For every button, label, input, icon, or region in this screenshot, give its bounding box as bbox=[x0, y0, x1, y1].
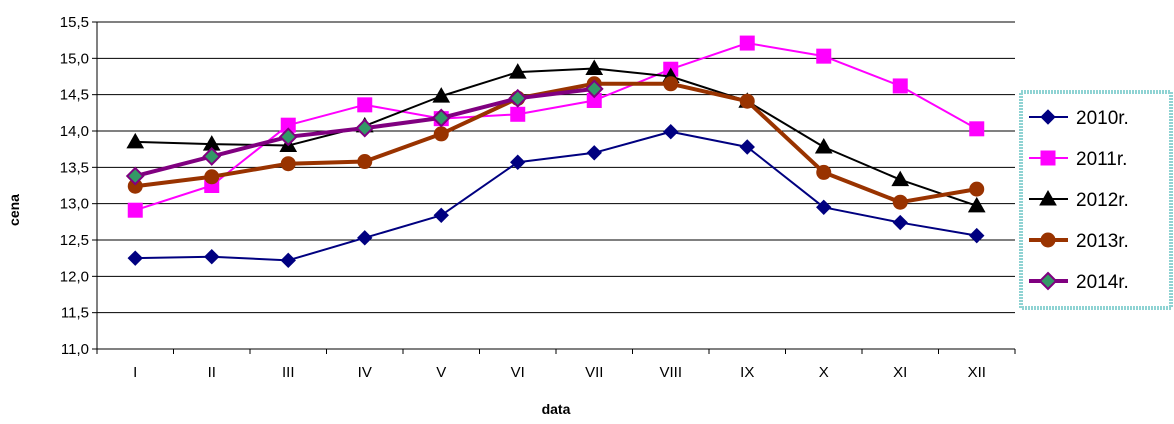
legend-marker bbox=[1038, 271, 1058, 291]
x-tick-label: VI bbox=[511, 364, 525, 381]
series-line bbox=[135, 67, 978, 207]
series-2011r. bbox=[127, 35, 985, 218]
legend-marker bbox=[1040, 109, 1056, 125]
data-point bbox=[431, 108, 451, 128]
data-point bbox=[739, 35, 755, 51]
legend-marker bbox=[1039, 189, 1057, 206]
data-point bbox=[280, 252, 296, 269]
data-point bbox=[204, 249, 220, 265]
series-line bbox=[135, 130, 977, 262]
data-point bbox=[126, 132, 145, 149]
data-point bbox=[891, 170, 910, 187]
series-2014r. bbox=[125, 79, 604, 186]
x-tick-label: I bbox=[133, 364, 137, 381]
x-axis-title: data bbox=[542, 401, 571, 417]
data-point bbox=[969, 227, 985, 244]
y-tick-label: 14,5 bbox=[60, 87, 89, 104]
y-tick-label: 12,5 bbox=[60, 232, 89, 249]
data-point bbox=[432, 87, 451, 103]
data-point bbox=[585, 59, 604, 76]
data-point bbox=[510, 154, 526, 170]
data-point bbox=[202, 147, 222, 166]
data-point bbox=[125, 166, 145, 186]
legend-label: 2011r. bbox=[1076, 149, 1127, 170]
data-point bbox=[510, 106, 526, 122]
y-tick-label: 14,0 bbox=[60, 123, 89, 140]
y-tick-label: 13,5 bbox=[60, 159, 89, 176]
data-point bbox=[814, 137, 833, 154]
legend-label: 2013r. bbox=[1076, 231, 1129, 252]
data-point bbox=[433, 207, 449, 224]
x-tick-label: II bbox=[208, 364, 216, 381]
legend-marker bbox=[1040, 232, 1056, 248]
legend-marker bbox=[1040, 150, 1056, 166]
x-tick-label: X bbox=[819, 364, 829, 381]
series-2012r. bbox=[126, 59, 986, 213]
x-tick-label: VII bbox=[585, 364, 603, 381]
y-tick-label: 15,0 bbox=[60, 50, 89, 67]
data-point bbox=[127, 250, 143, 266]
data-point bbox=[816, 48, 832, 64]
legend-label: 2010r. bbox=[1076, 108, 1129, 129]
data-point bbox=[739, 93, 755, 109]
y-tick-label: 11,0 bbox=[61, 341, 89, 358]
x-tick-label: V bbox=[436, 364, 446, 381]
data-point bbox=[663, 124, 679, 140]
legend-label: 2012r. bbox=[1076, 190, 1129, 211]
x-tick-label: XI bbox=[893, 364, 907, 381]
data-point bbox=[969, 121, 985, 137]
data-point bbox=[892, 78, 908, 94]
data-point bbox=[355, 118, 375, 138]
data-point bbox=[892, 194, 908, 210]
data-point bbox=[584, 79, 604, 99]
data-point bbox=[433, 126, 449, 142]
data-point bbox=[508, 88, 528, 108]
data-point bbox=[127, 202, 143, 218]
series-line bbox=[134, 42, 978, 212]
legend-label: 2014r. bbox=[1076, 272, 1129, 293]
data-point bbox=[280, 156, 296, 172]
y-axis-title: cena bbox=[6, 194, 22, 226]
data-point bbox=[357, 230, 373, 246]
x-tick-label: XII bbox=[968, 364, 986, 381]
data-point bbox=[508, 63, 527, 79]
data-point bbox=[357, 154, 373, 170]
series-2010r. bbox=[127, 124, 985, 269]
y-tick-label: 13,0 bbox=[60, 196, 89, 213]
y-tick-label: 11,5 bbox=[61, 305, 89, 322]
x-tick-label: VIII bbox=[659, 364, 682, 381]
x-tick-label: III bbox=[282, 364, 295, 381]
series-line bbox=[135, 81, 978, 205]
y-tick-label: 15,5 bbox=[60, 14, 89, 31]
data-point bbox=[357, 97, 373, 113]
x-tick-label: IV bbox=[358, 364, 372, 381]
data-point bbox=[278, 127, 298, 147]
data-point bbox=[739, 139, 755, 155]
data-point bbox=[816, 199, 832, 216]
data-point bbox=[969, 181, 985, 197]
x-tick-label: IX bbox=[740, 364, 754, 381]
y-tick-label: 12,0 bbox=[60, 268, 89, 285]
data-point bbox=[816, 164, 832, 180]
data-point bbox=[967, 196, 986, 213]
data-point bbox=[204, 169, 220, 185]
data-point bbox=[892, 214, 908, 231]
data-point bbox=[663, 76, 679, 92]
data-point bbox=[586, 145, 602, 161]
